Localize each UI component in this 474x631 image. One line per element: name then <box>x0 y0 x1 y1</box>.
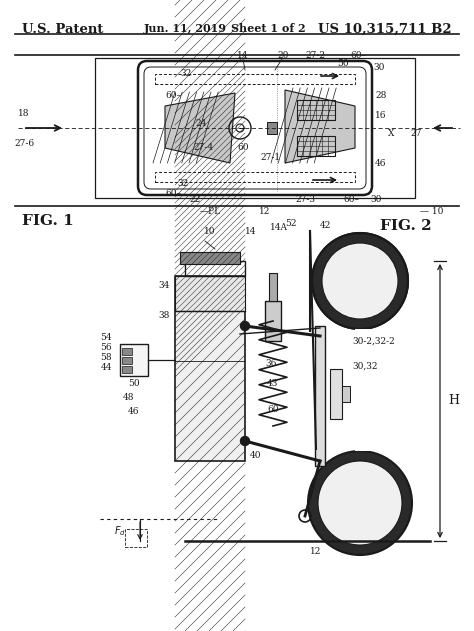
Text: 60–: 60– <box>350 52 366 61</box>
Text: 12: 12 <box>310 546 321 555</box>
Polygon shape <box>165 93 235 163</box>
Text: —PL: —PL <box>200 208 221 216</box>
Text: 50: 50 <box>128 379 140 389</box>
Bar <box>122 366 132 373</box>
Text: H: H <box>448 394 459 408</box>
Text: 12: 12 <box>259 208 271 216</box>
Text: 46: 46 <box>375 158 386 167</box>
Text: 30-2,32-2: 30-2,32-2 <box>352 336 395 346</box>
Circle shape <box>318 461 402 545</box>
Text: — 10: — 10 <box>420 208 443 216</box>
Text: 24: 24 <box>195 119 206 127</box>
Circle shape <box>322 243 398 319</box>
Text: 60: 60 <box>237 143 248 153</box>
Text: 27-2: 27-2 <box>305 50 325 59</box>
Text: 58: 58 <box>100 353 112 362</box>
Bar <box>122 357 132 364</box>
Circle shape <box>308 451 412 555</box>
Text: 27: 27 <box>410 129 421 138</box>
Bar <box>355 329 418 451</box>
Text: 46: 46 <box>128 408 139 416</box>
Text: 27-6: 27-6 <box>14 138 34 148</box>
Bar <box>267 122 277 134</box>
Text: 36: 36 <box>265 358 276 367</box>
Bar <box>120 344 148 376</box>
Text: 43: 43 <box>267 379 278 387</box>
Bar <box>185 261 245 276</box>
Bar <box>155 172 355 182</box>
Bar <box>330 369 342 419</box>
Text: 38: 38 <box>159 312 170 321</box>
Text: 40: 40 <box>250 452 262 461</box>
Text: 14A: 14A <box>270 223 288 232</box>
Bar <box>297 136 335 156</box>
Text: 22: 22 <box>190 196 201 204</box>
Circle shape <box>316 331 325 341</box>
Text: 16: 16 <box>375 112 386 121</box>
Bar <box>265 301 281 341</box>
Text: 14: 14 <box>245 227 256 235</box>
Bar <box>95 58 415 198</box>
Circle shape <box>316 456 325 466</box>
Text: 27-3: 27-3 <box>295 196 315 204</box>
Text: 54: 54 <box>100 334 112 343</box>
Text: 28: 28 <box>375 90 386 100</box>
Text: FIG. 2: FIG. 2 <box>380 219 432 233</box>
Text: Sheet 1 of 2: Sheet 1 of 2 <box>231 23 305 34</box>
Bar <box>342 386 350 402</box>
Text: FIG. 1: FIG. 1 <box>22 214 74 228</box>
Bar <box>175 276 245 461</box>
Text: 10: 10 <box>204 227 216 235</box>
Bar <box>122 348 132 355</box>
Bar <box>125 529 147 547</box>
Bar <box>155 74 355 84</box>
Bar <box>269 273 277 301</box>
Circle shape <box>240 322 249 331</box>
Text: 32: 32 <box>180 69 191 78</box>
Text: 56: 56 <box>100 343 112 353</box>
Text: $F_d$: $F_d$ <box>114 524 126 538</box>
Circle shape <box>240 437 249 445</box>
Text: X: X <box>388 129 394 138</box>
Text: U.S. Patent: U.S. Patent <box>22 23 103 36</box>
Text: 48: 48 <box>123 394 135 403</box>
Text: 18: 18 <box>18 109 29 117</box>
Bar <box>297 100 335 120</box>
Text: 60–: 60– <box>165 189 181 198</box>
Bar <box>175 276 245 311</box>
Polygon shape <box>285 90 355 163</box>
Text: 30,32: 30,32 <box>352 362 377 370</box>
Text: 34: 34 <box>159 281 170 290</box>
Text: 20: 20 <box>277 52 288 61</box>
Text: 14: 14 <box>237 52 248 61</box>
Bar <box>315 326 325 466</box>
Text: 27-4: 27-4 <box>193 143 213 153</box>
Text: US 10,315,711 B2: US 10,315,711 B2 <box>319 23 452 36</box>
Bar <box>180 252 240 264</box>
Text: 60–: 60– <box>343 196 359 204</box>
Text: 60–: 60– <box>165 91 181 100</box>
Text: 60: 60 <box>267 404 279 413</box>
Text: 30: 30 <box>370 196 382 204</box>
Circle shape <box>312 233 408 329</box>
Text: Jun. 11, 2019: Jun. 11, 2019 <box>144 23 227 34</box>
Text: 32: 32 <box>177 179 188 187</box>
Text: 27-1: 27-1 <box>260 153 280 163</box>
Text: 52: 52 <box>285 218 297 228</box>
Text: 42: 42 <box>320 221 331 230</box>
Text: 30: 30 <box>373 64 384 73</box>
Text: 50: 50 <box>337 59 348 68</box>
Text: 44: 44 <box>100 363 112 372</box>
